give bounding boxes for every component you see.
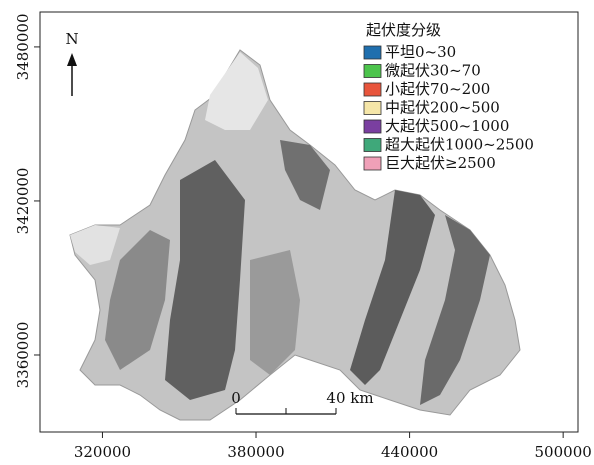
map-figure: N 0 40 km 起伏度分级 320000 380000 440000 500000… bbox=[0, 0, 594, 465]
y-tick-label: 3360000 bbox=[14, 322, 32, 389]
legend-swatch bbox=[364, 102, 381, 115]
scale-start: 0 bbox=[231, 389, 241, 407]
north-label: N bbox=[65, 30, 78, 48]
y-tick-label: 3420000 bbox=[14, 168, 32, 235]
legend-swatch bbox=[364, 120, 381, 133]
legend-label: 平坦0~30 bbox=[385, 43, 456, 61]
x-tick-label: 380000 bbox=[227, 443, 284, 461]
legend-swatch bbox=[364, 46, 381, 59]
legend-label: 微起伏30~70 bbox=[385, 62, 481, 80]
y-tick-label: 3480000 bbox=[14, 14, 32, 81]
x-tick-label: 440000 bbox=[381, 443, 438, 461]
legend-label: 超大起伏1000~2500 bbox=[385, 136, 534, 154]
legend-swatch bbox=[364, 157, 381, 170]
x-tick-label: 320000 bbox=[74, 443, 131, 461]
scale-end: 40 km bbox=[326, 389, 373, 407]
legend-swatch bbox=[364, 83, 381, 96]
legend-label: 小起伏70~200 bbox=[385, 80, 490, 98]
legend-label: 大起伏500~1000 bbox=[385, 117, 509, 135]
legend-swatch bbox=[364, 65, 381, 78]
x-tick-label: 500000 bbox=[535, 443, 592, 461]
legend-swatch bbox=[364, 139, 381, 152]
legend-label: 中起伏200~500 bbox=[385, 99, 500, 117]
legend-title: 起伏度分级 bbox=[366, 21, 441, 39]
legend-label: 巨大起伏≥2500 bbox=[385, 154, 496, 172]
